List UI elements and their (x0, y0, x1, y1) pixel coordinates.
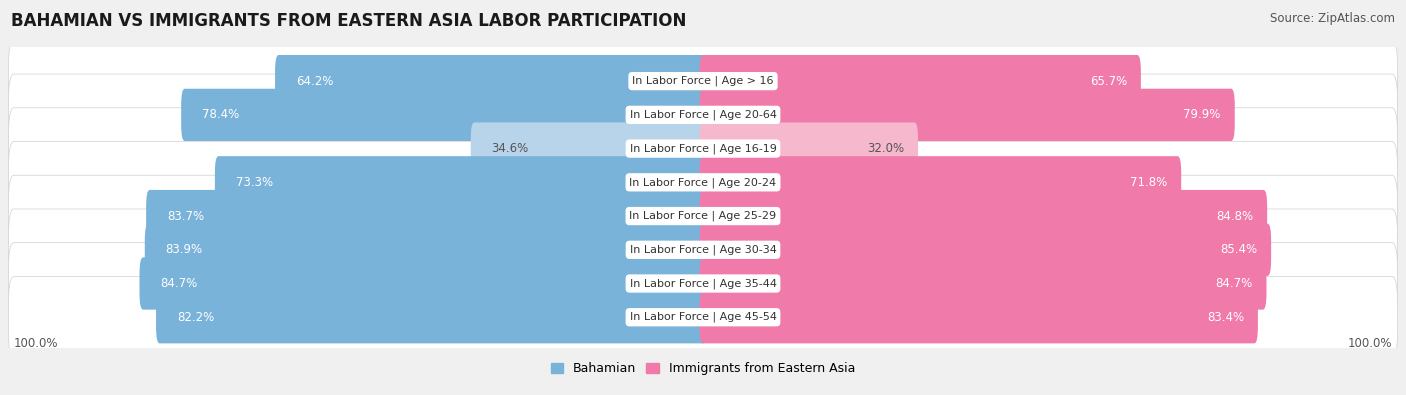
FancyBboxPatch shape (700, 55, 1140, 107)
FancyBboxPatch shape (700, 224, 1271, 276)
Text: In Labor Force | Age 30-34: In Labor Force | Age 30-34 (630, 245, 776, 255)
Text: 34.6%: 34.6% (492, 142, 529, 155)
FancyBboxPatch shape (146, 190, 706, 242)
Text: In Labor Force | Age 20-24: In Labor Force | Age 20-24 (630, 177, 776, 188)
Text: In Labor Force | Age 35-44: In Labor Force | Age 35-44 (630, 278, 776, 289)
Text: 100.0%: 100.0% (14, 337, 59, 350)
FancyBboxPatch shape (8, 175, 1398, 257)
FancyBboxPatch shape (8, 108, 1398, 190)
Text: In Labor Force | Age 25-29: In Labor Force | Age 25-29 (630, 211, 776, 221)
FancyBboxPatch shape (700, 122, 918, 175)
Text: In Labor Force | Age 20-64: In Labor Force | Age 20-64 (630, 109, 776, 120)
FancyBboxPatch shape (700, 156, 1181, 209)
FancyBboxPatch shape (181, 89, 706, 141)
Text: 79.9%: 79.9% (1184, 108, 1220, 121)
Text: 65.7%: 65.7% (1090, 75, 1128, 88)
Text: 84.7%: 84.7% (160, 277, 198, 290)
FancyBboxPatch shape (700, 190, 1267, 242)
FancyBboxPatch shape (145, 224, 706, 276)
FancyBboxPatch shape (700, 89, 1234, 141)
Text: In Labor Force | Age > 16: In Labor Force | Age > 16 (633, 76, 773, 87)
Text: In Labor Force | Age 16-19: In Labor Force | Age 16-19 (630, 143, 776, 154)
Text: 78.4%: 78.4% (202, 108, 239, 121)
FancyBboxPatch shape (8, 141, 1398, 223)
FancyBboxPatch shape (276, 55, 706, 107)
Text: 85.4%: 85.4% (1220, 243, 1257, 256)
FancyBboxPatch shape (215, 156, 706, 209)
Legend: Bahamian, Immigrants from Eastern Asia: Bahamian, Immigrants from Eastern Asia (546, 357, 860, 380)
FancyBboxPatch shape (471, 122, 706, 175)
Text: 83.4%: 83.4% (1206, 311, 1244, 324)
FancyBboxPatch shape (8, 243, 1398, 324)
FancyBboxPatch shape (700, 291, 1258, 343)
Text: 83.7%: 83.7% (167, 210, 204, 222)
FancyBboxPatch shape (8, 276, 1398, 358)
FancyBboxPatch shape (8, 209, 1398, 291)
Text: 64.2%: 64.2% (295, 75, 333, 88)
Text: 82.2%: 82.2% (177, 311, 214, 324)
FancyBboxPatch shape (700, 258, 1267, 310)
Text: 73.3%: 73.3% (236, 176, 273, 189)
Text: In Labor Force | Age 45-54: In Labor Force | Age 45-54 (630, 312, 776, 322)
Text: 71.8%: 71.8% (1130, 176, 1167, 189)
FancyBboxPatch shape (8, 74, 1398, 156)
Text: 100.0%: 100.0% (1347, 337, 1392, 350)
FancyBboxPatch shape (8, 40, 1398, 122)
FancyBboxPatch shape (156, 291, 706, 343)
Text: 84.7%: 84.7% (1215, 277, 1253, 290)
Text: 84.8%: 84.8% (1216, 210, 1253, 222)
FancyBboxPatch shape (139, 258, 706, 310)
Text: 83.9%: 83.9% (166, 243, 202, 256)
Text: 32.0%: 32.0% (868, 142, 904, 155)
Text: Source: ZipAtlas.com: Source: ZipAtlas.com (1270, 12, 1395, 25)
Text: BAHAMIAN VS IMMIGRANTS FROM EASTERN ASIA LABOR PARTICIPATION: BAHAMIAN VS IMMIGRANTS FROM EASTERN ASIA… (11, 12, 686, 30)
